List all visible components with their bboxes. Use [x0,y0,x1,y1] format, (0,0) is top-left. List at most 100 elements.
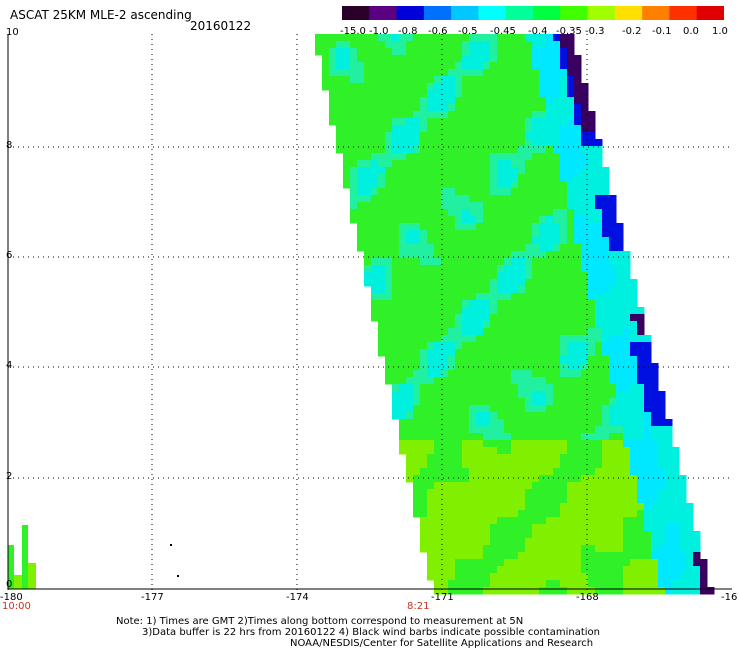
swath-cell [511,335,519,343]
swath-cell [588,216,596,224]
swath-cell [476,69,484,77]
swath-cell [567,573,575,581]
swath-cell [413,55,421,63]
swath-cell [595,461,603,469]
swath-cell [434,384,442,392]
swath-cell [546,293,554,301]
swath-cell [595,342,603,350]
swath-cell [490,419,498,427]
swath-cell [483,447,491,455]
swath-cell [637,580,645,588]
swath-cell [462,132,470,140]
swath-cell [462,531,470,539]
swath-cell [350,202,358,210]
swath-cell [455,293,463,301]
swath-cell [434,237,442,245]
swath-cell [567,524,575,532]
swath-cell [434,132,442,140]
swath-cell [518,167,526,175]
swath-cell [399,216,407,224]
swath-cell [364,223,372,231]
swath-cell [392,335,400,343]
swath-cell [574,195,582,203]
swath-cell [357,174,365,182]
swath-cell [392,293,400,301]
swath-cell [525,174,533,182]
swath-cell [490,524,498,532]
swath-cell [525,433,533,441]
swath-cell [406,440,414,448]
swath-cell [609,517,617,525]
swath-cell [623,300,631,308]
swath-cell [511,293,519,301]
swath-cell [469,76,477,84]
swath-cell [448,188,456,196]
swath-cell [560,587,568,595]
swath-cell [602,391,610,399]
swath-cell [448,34,456,42]
swath-cell [434,55,442,63]
swath-cell [602,370,610,378]
swath-cell [406,426,414,434]
swath-cell [588,237,596,245]
swath-cell [560,97,568,105]
swath-cell [518,55,526,63]
swath-cell [427,419,435,427]
swath-cell [539,272,547,280]
swath-cell [497,489,505,497]
swath-cell [567,209,575,217]
swath-cell [413,468,421,476]
swath-cell [567,34,575,42]
swath-cell [504,328,512,336]
swath-cell [357,48,365,56]
swath-cell [539,188,547,196]
swath-cell [462,188,470,196]
swath-cell [616,538,624,546]
swath-cell [658,587,666,595]
swath-cell [637,524,645,532]
legend-swatch [451,6,480,20]
swath-cell [504,160,512,168]
swath-cell [546,237,554,245]
swath-cell [497,97,505,105]
swath-cell [532,559,540,567]
swath-cell [504,419,512,427]
swath-cell [637,489,645,497]
swath-cell [525,419,533,427]
swath-cell [609,426,617,434]
swath-cell [658,538,666,546]
swath-cell [455,461,463,469]
swath-cell [441,90,449,98]
swath-cell [574,118,582,126]
swath-cell [616,573,624,581]
swath-cell [539,356,547,364]
swath-cell [574,524,582,532]
swath-cell [588,496,596,504]
legend-swatch [642,6,671,20]
swath-cell [399,279,407,287]
swath-cell [476,90,484,98]
swath-cell [630,426,638,434]
swath-cell [329,69,337,77]
swath-cell [518,573,526,581]
swath-cell [434,230,442,238]
swath-cell [539,118,547,126]
swath-cell [602,468,610,476]
swath-cell [455,342,463,350]
swath-cell [665,580,673,588]
swath-cell [651,545,659,553]
swath-cell [560,48,568,56]
swath-cell [490,62,498,70]
swath-cell [665,482,673,490]
swath-cell [504,293,512,301]
swath-cell [490,356,498,364]
swath-cell [602,538,610,546]
swath-cell [553,244,561,252]
swath-cell [434,517,442,525]
swath-cell [434,314,442,322]
swath-cell [553,223,561,231]
swath-cell [469,125,477,133]
swath-cell [609,405,617,413]
swath-cell [630,552,638,560]
swath-cell [553,573,561,581]
